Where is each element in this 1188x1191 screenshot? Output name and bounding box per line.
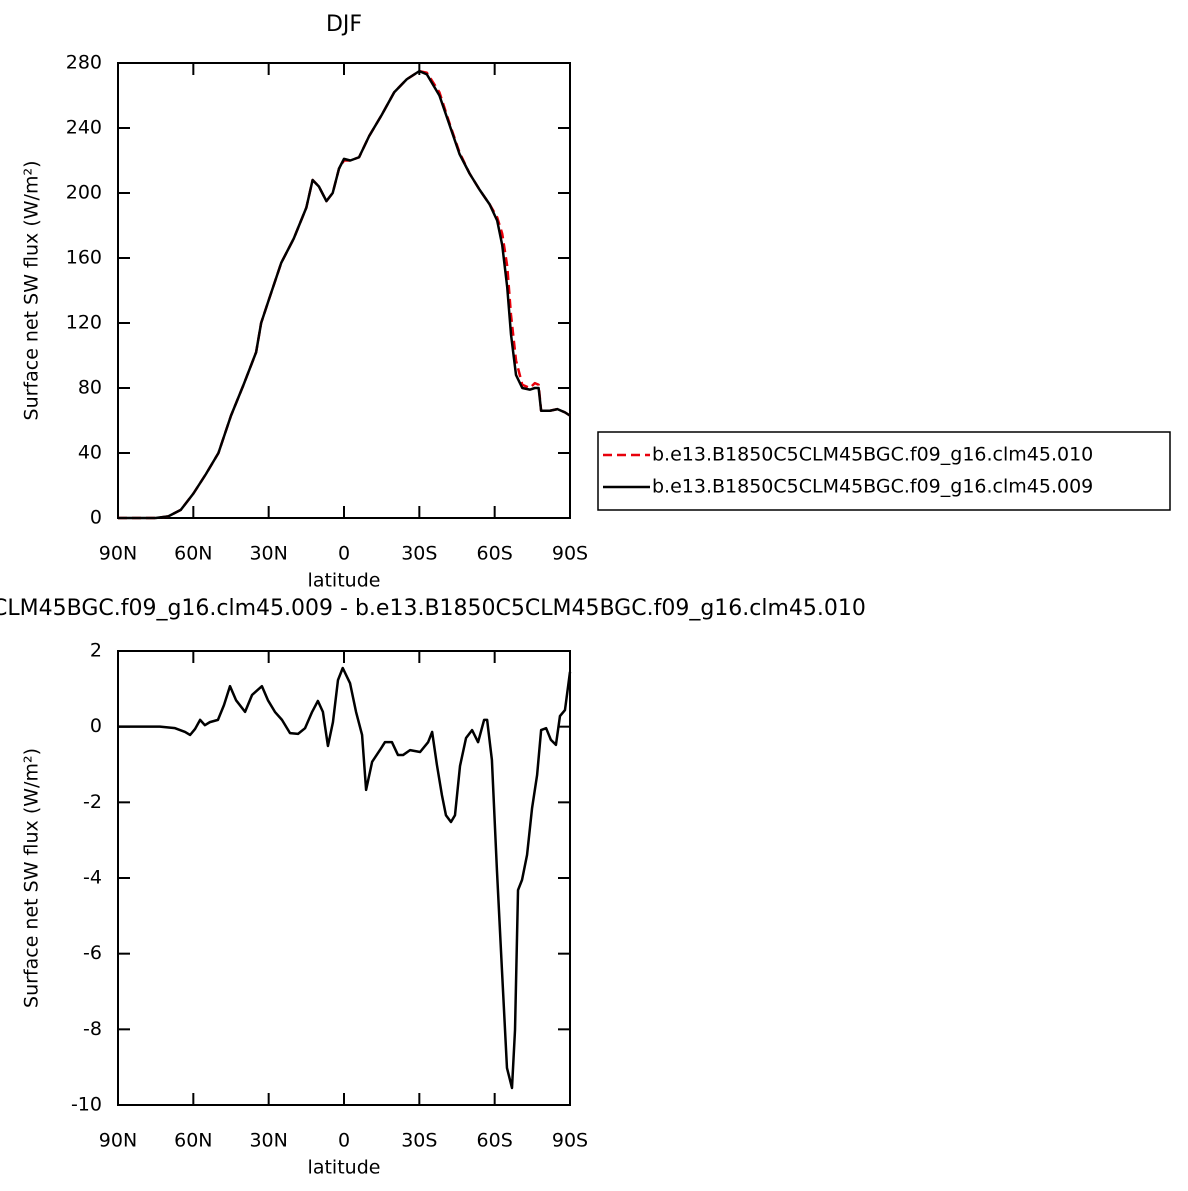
x-tick-label: 30N — [249, 543, 287, 565]
chart-panel: b.e13.B1850C5CLM45BGC.f09_g16.clm45.009 … — [0, 596, 866, 1179]
x-tick-label: 90N — [99, 543, 137, 565]
x-axis-label: latitude — [308, 570, 381, 592]
y-tick-label: -10 — [71, 1094, 102, 1116]
chart-title: b.e13.B1850C5CLM45BGC.f09_g16.clm45.009 … — [0, 596, 866, 621]
x-tick-label: 90N — [99, 1130, 137, 1152]
y-tick-label: 280 — [66, 52, 102, 74]
y-tick-label: -2 — [83, 791, 102, 813]
x-tick-label: 30S — [401, 543, 437, 565]
y-tick-label: 240 — [66, 117, 102, 139]
x-tick-label: 60S — [477, 1130, 513, 1152]
y-tick-label: 80 — [78, 377, 102, 399]
y-tick-label: 0 — [90, 715, 102, 737]
data-line — [118, 69, 571, 520]
plot-frame — [117, 650, 571, 1106]
y-tick-label: 0 — [90, 507, 102, 529]
y-tick-label: 40 — [78, 442, 102, 464]
data-line — [118, 69, 571, 520]
data-line — [118, 666, 572, 1090]
x-tick-label: 60N — [174, 1130, 212, 1152]
y-tick-label: -8 — [83, 1018, 102, 1040]
y-tick-label: 200 — [66, 182, 102, 204]
x-tick-label: 90S — [552, 543, 588, 565]
chart-panel: DJF latitude Surface net SW flux (W/m²) 90N… — [21, 12, 1171, 592]
y-tick-label: 120 — [66, 312, 102, 334]
x-tick-label: 90S — [552, 1130, 588, 1152]
y-axis-label: Surface net SW flux (W/m²) — [21, 748, 43, 1008]
y-tick-label: -4 — [83, 867, 102, 889]
y-tick-label: -6 — [83, 942, 102, 964]
x-tick-label: 0 — [338, 543, 350, 565]
plot-frame — [117, 62, 571, 519]
legend-label: b.e13.B1850C5CLM45BGC.f09_g16.clm45.009 — [652, 476, 1093, 498]
x-tick-label: 30N — [249, 1130, 287, 1152]
y-tick-label: 160 — [66, 247, 102, 269]
legend-label: b.e13.B1850C5CLM45BGC.f09_g16.clm45.010 — [652, 444, 1093, 466]
x-tick-label: 0 — [338, 1130, 350, 1152]
y-tick-label: 2 — [90, 640, 102, 662]
x-tick-label: 30S — [401, 1130, 437, 1152]
chart-title: DJF — [326, 12, 362, 37]
x-axis-label: latitude — [308, 1157, 381, 1179]
legend-box — [597, 431, 1171, 511]
x-tick-label: 60N — [174, 543, 212, 565]
y-axis-label: Surface net SW flux (W/m²) — [21, 161, 43, 421]
x-tick-label: 60S — [477, 543, 513, 565]
